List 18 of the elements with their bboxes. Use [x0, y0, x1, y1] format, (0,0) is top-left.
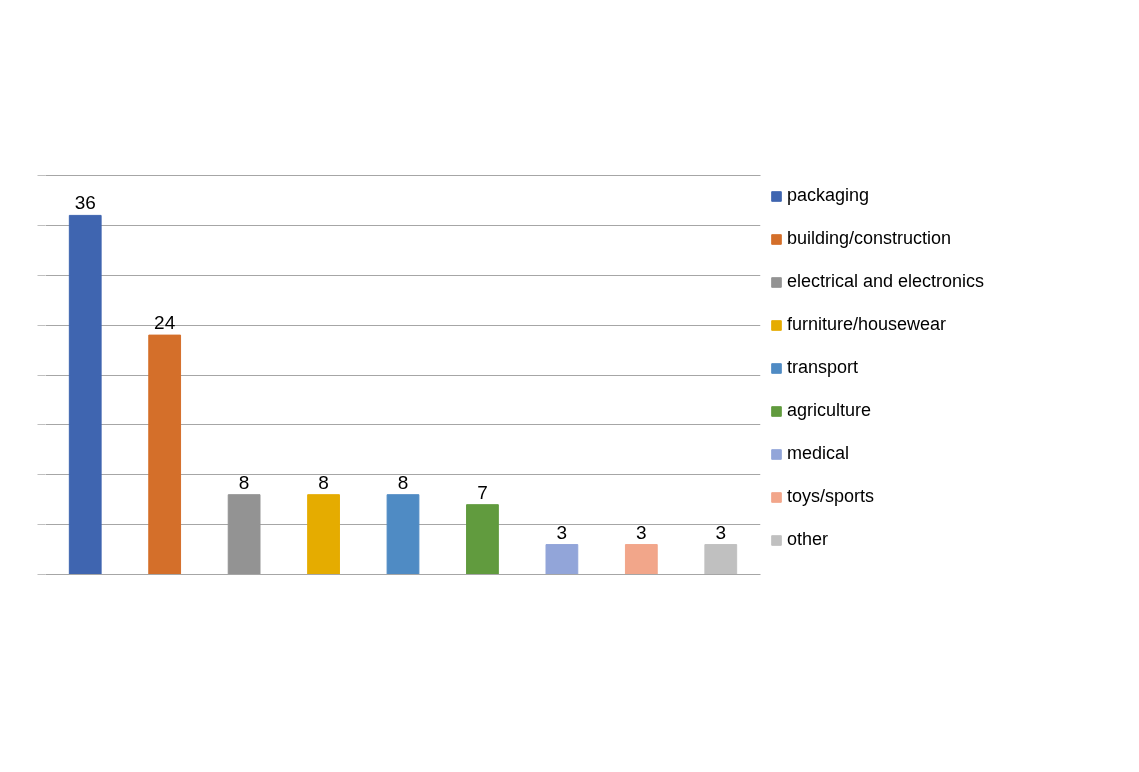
legend-label: other	[787, 529, 829, 550]
legend-label: medical	[787, 443, 850, 464]
legend-label: agriculture	[787, 400, 872, 421]
data-label: 8	[318, 471, 329, 493]
legend-label: packaging	[787, 185, 870, 206]
legend-label: transport	[787, 357, 859, 378]
legend-label: electrical and electronics	[787, 271, 985, 292]
data-label: 24	[154, 312, 176, 334]
data-label: 7	[477, 481, 488, 503]
data-label: 3	[715, 521, 727, 543]
legend-label: toys/sports	[787, 486, 875, 507]
data-label: 8	[397, 471, 409, 493]
data-label: 3	[636, 521, 647, 543]
data-label: 36	[74, 192, 96, 214]
data-label: 8	[238, 471, 250, 493]
data-label: 3	[556, 521, 568, 543]
legend-label: furniture/housewear	[787, 314, 947, 335]
legend-label: building/construction	[787, 228, 952, 249]
